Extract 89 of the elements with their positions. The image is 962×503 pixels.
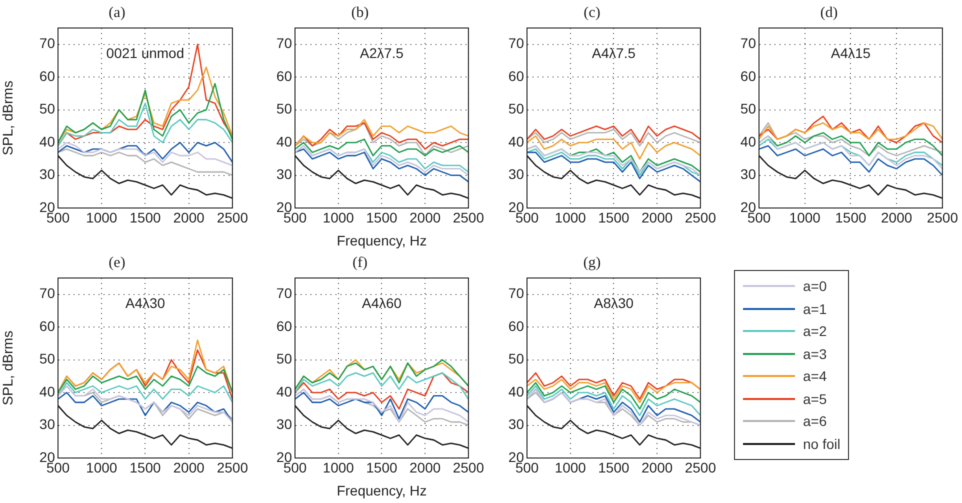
x-tick-label: 2500 <box>684 459 716 476</box>
y-tick-label: 70 <box>508 285 524 302</box>
x-tick-label: 1000 <box>86 209 118 226</box>
y-tick-label: 50 <box>276 100 292 117</box>
annotation: A4λ7.5 <box>592 45 636 61</box>
y-tick-label: 60 <box>508 68 524 84</box>
x-tick-label: 2000 <box>173 209 205 226</box>
legend-label: a=2 <box>803 323 827 340</box>
y-tick-label: 30 <box>276 166 292 182</box>
y-tick-label: 70 <box>39 285 56 302</box>
legend-label: no foil <box>803 436 840 452</box>
annotation: A4λ60 <box>362 295 402 311</box>
x-tick-label: 1000 <box>789 209 821 226</box>
chart-title: (a) <box>108 4 126 21</box>
y-tick-label: 40 <box>39 383 56 400</box>
x-tick-label: 2500 <box>216 459 248 476</box>
y-tick-label: 50 <box>740 100 756 117</box>
annotation: A8λ30 <box>594 295 634 311</box>
y-tick-label: 30 <box>39 416 56 432</box>
y-tick-label: 60 <box>276 68 292 84</box>
x-tick-label: 2500 <box>452 459 484 476</box>
chart-title: (c) <box>584 4 600 21</box>
y-tick-label: 40 <box>740 133 756 150</box>
x-tick-label: 1000 <box>322 459 354 476</box>
legend-label: a=0 <box>803 278 827 294</box>
x-axis-title: Frequency, Hz <box>336 482 427 498</box>
y-tick-label: 40 <box>276 133 292 150</box>
legend-label: a=4 <box>803 368 827 384</box>
legend-label: a=1 <box>803 300 827 317</box>
y-tick-label: 40 <box>508 133 524 150</box>
x-tick-label: 2000 <box>409 459 441 476</box>
x-tick-label: 2500 <box>452 209 484 226</box>
x-tick-label: 1000 <box>322 209 354 226</box>
annotation: A4λ15 <box>830 45 871 61</box>
x-axis-title: Frequency, Hz <box>336 232 427 248</box>
y-tick-label: 40 <box>276 383 292 400</box>
y-tick-label: 50 <box>276 350 292 367</box>
x-tick-label: 1000 <box>86 459 118 476</box>
y-tick-label: 40 <box>39 133 56 150</box>
y-tick-label: 70 <box>740 35 756 52</box>
x-tick-label: 1500 <box>835 209 866 226</box>
x-tick-label: 2500 <box>216 209 248 226</box>
y-tick-label: 30 <box>508 416 524 432</box>
x-tick-label: 1500 <box>130 209 161 226</box>
x-tick-label: 2000 <box>641 209 673 226</box>
y-tick-label: 70 <box>276 35 292 52</box>
y-tick-label: 50 <box>508 350 524 367</box>
x-tick-label: 1000 <box>554 459 586 476</box>
y-axis-title: SPL, dBrms <box>0 80 16 156</box>
legend-label: a=5 <box>803 390 827 407</box>
x-tick-label: 1500 <box>366 459 398 476</box>
y-tick-label: 50 <box>39 350 56 367</box>
y-tick-label: 30 <box>740 166 756 182</box>
x-tick-label: 1500 <box>130 459 161 476</box>
x-tick-label: 1000 <box>554 209 586 226</box>
y-tick-label: 60 <box>276 318 292 334</box>
y-tick-label: 60 <box>740 68 756 84</box>
annotation: A4λ30 <box>125 295 166 311</box>
y-axis-title: SPL, dBrms <box>0 330 16 406</box>
y-tick-label: 50 <box>39 100 56 117</box>
y-tick-label: 70 <box>276 285 292 302</box>
y-tick-label: 60 <box>508 318 524 334</box>
annotation: 0021 unmod <box>106 45 184 61</box>
y-tick-label: 70 <box>39 35 56 52</box>
y-tick-label: 30 <box>39 166 56 182</box>
annotation: A2λ7.5 <box>360 45 404 61</box>
y-tick-label: 60 <box>39 318 56 334</box>
x-tick-label: 2000 <box>641 459 673 476</box>
chart-title: (b) <box>351 4 369 21</box>
y-tick-label: 50 <box>508 100 524 117</box>
x-tick-label: 2000 <box>409 209 441 226</box>
y-tick-label: 30 <box>508 166 524 182</box>
y-tick-label: 70 <box>508 35 524 52</box>
x-tick-label: 2500 <box>684 209 716 226</box>
x-tick-label: 1500 <box>598 209 630 226</box>
x-tick-label: 1500 <box>366 209 398 226</box>
chart-title: (f) <box>352 254 368 271</box>
y-tick-label: 60 <box>39 68 56 84</box>
y-tick-label: 30 <box>276 416 292 432</box>
x-tick-label: 2500 <box>926 209 958 226</box>
chart-title: (g) <box>583 254 601 271</box>
chart-title: (e) <box>108 254 126 271</box>
legend-label: a=6 <box>803 413 827 430</box>
x-tick-label: 1500 <box>598 459 630 476</box>
chart-title: (d) <box>820 4 838 21</box>
x-tick-label: 2000 <box>173 459 205 476</box>
legend-label: a=3 <box>803 346 827 362</box>
x-tick-label: 2000 <box>880 209 912 226</box>
y-tick-label: 40 <box>508 383 524 400</box>
